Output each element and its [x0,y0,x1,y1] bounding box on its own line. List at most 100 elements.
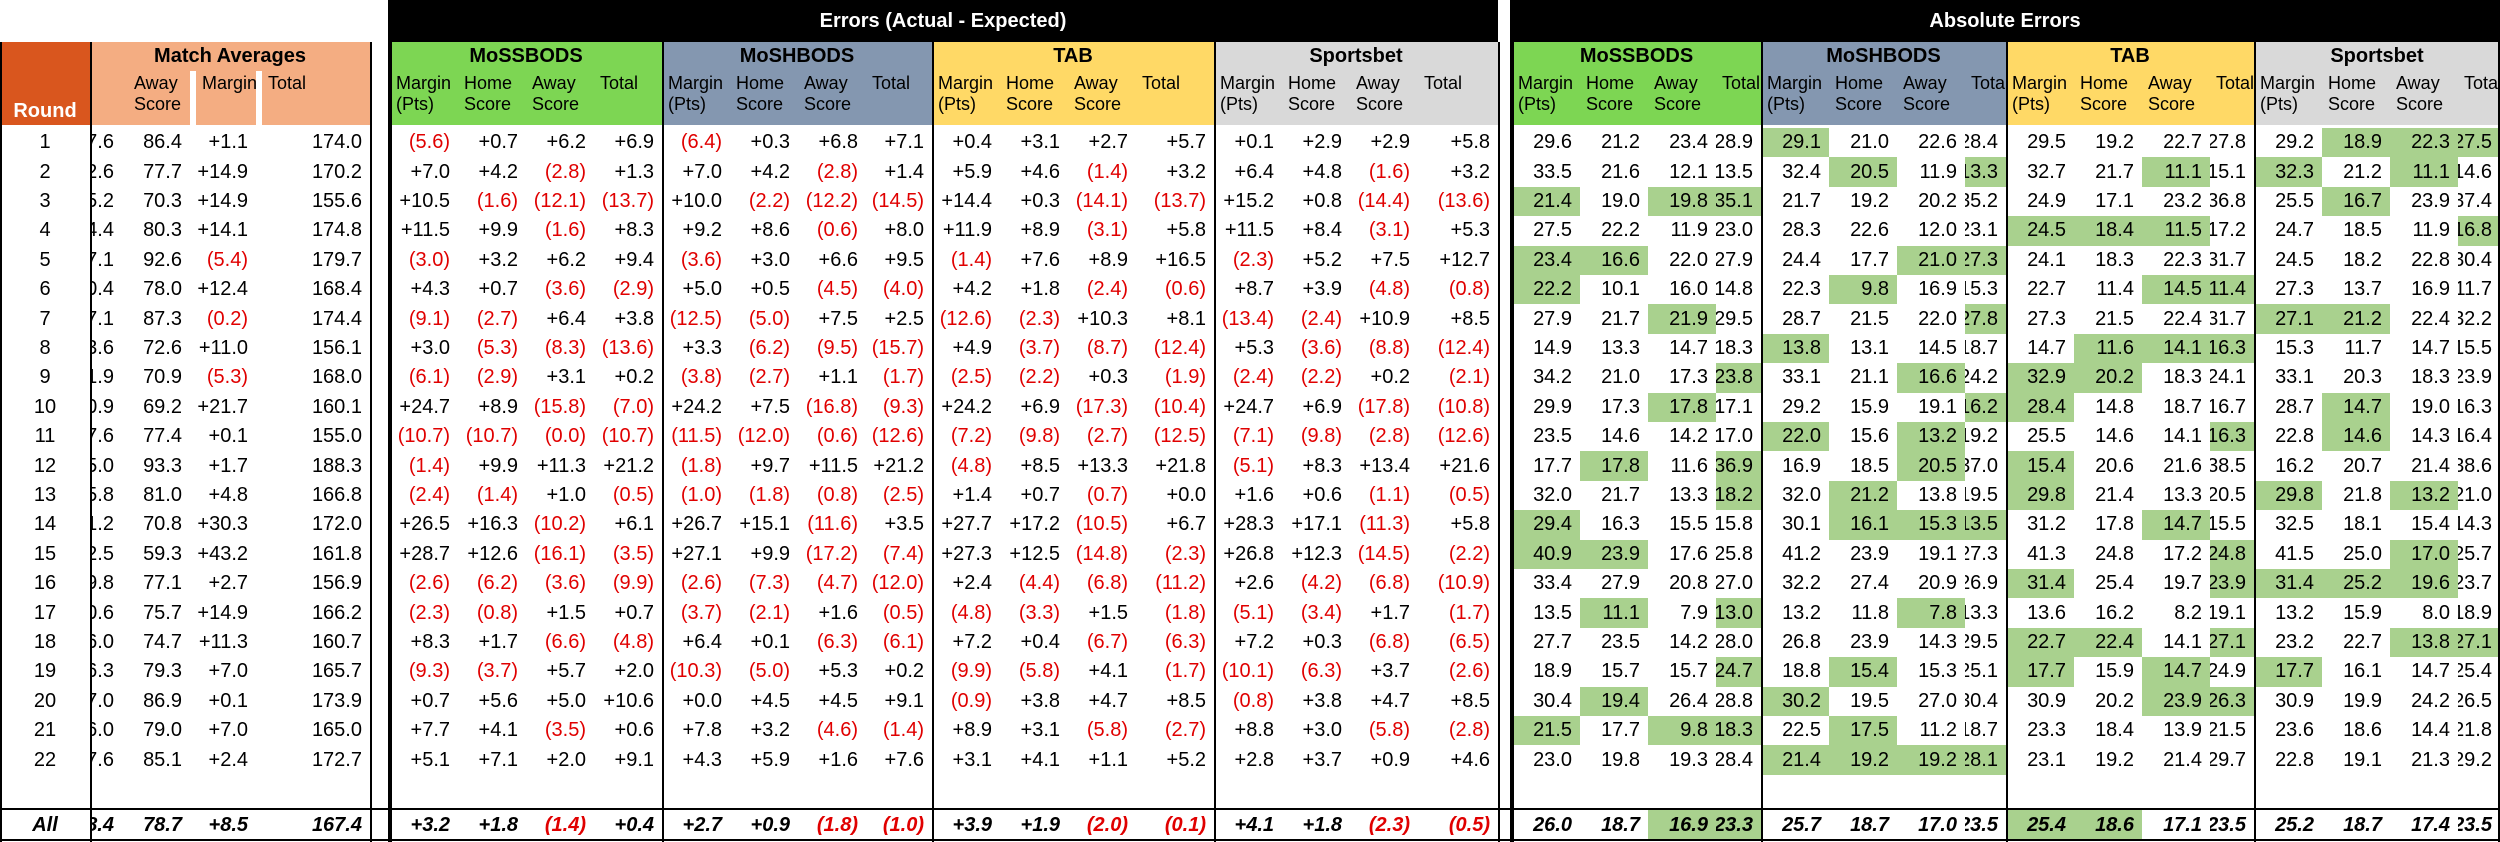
abs-error-value: 15.4 [1829,657,1897,687]
abs-error-value: 11.7 [2458,278,2492,301]
error-value: (2.5) [950,366,992,389]
abs-error-value: 19.1 [2343,748,2382,771]
error-value: +11.5 [1224,219,1274,242]
error-value: (13.6) [601,336,654,359]
error-value: +15.1 [739,513,790,536]
error-value: (10.2) [533,513,586,536]
abs-error-value: 18.3 [1716,336,1753,359]
error-value: +4.9 [952,336,992,359]
error-value: (2.4) [1086,278,1128,301]
abs-error-value: 19.7 [2163,572,2202,595]
abs-error-value: 23.9 [1580,539,1648,569]
error-value: +8.3 [614,219,654,242]
abs-error-value: 13.5 [1716,160,1753,183]
error-value: +8.6 [750,219,790,242]
abs-error-value: 29.2 [2275,131,2314,154]
error-value: +11.5 [808,454,858,477]
round-cell: 6 [39,278,51,301]
abs-error-value: 17.7 [1601,719,1640,742]
error-value: +0.2 [1370,366,1410,389]
error-value: +4.1 [478,719,518,742]
abs-error-value: 28.4 [1965,131,1998,154]
match-value: +21.7 [197,395,248,418]
match-value: 87.6 [90,748,114,771]
abs-error-value: 21.6 [2163,454,2202,477]
abs-error-value: 16.6 [1580,245,1648,275]
abs-error-value: 18.2 [1716,480,1761,511]
error-value: +0.3 [1088,366,1128,389]
error-value: (9.9) [950,660,992,683]
group-border [1512,42,1514,842]
error-value: +4.6 [1020,160,1060,183]
abs-error-value: 19.5 [1850,689,1889,712]
match-value: 160.7 [311,630,362,653]
error-value: +0.2 [614,366,654,389]
error-value: +7.1 [478,748,518,771]
abs-error-value: 13.3 [1601,336,1640,359]
error-value: +2.8 [1234,748,1274,771]
error-value: +11.5 [400,219,450,242]
error-value: +5.6 [478,689,518,712]
abs-error-value: 14.4 [2411,719,2450,742]
abs-error-value: 22.2 [1601,219,1640,242]
err-subheader-3-3: Total [1418,71,1498,125]
error-value: +1.1 [1088,748,1128,771]
abs-error-value: 21.0 [1601,366,1640,389]
abs-subheader-2-3: Total [2210,71,2254,125]
error-value: +3.1 [1020,131,1060,154]
error-value: (6.8) [1368,572,1410,595]
match-value: +0.1 [208,425,248,448]
error-value: (5.1) [1232,601,1274,624]
match-value: +30.3 [197,513,248,536]
error-value: (5.8) [1018,660,1060,683]
err-subheader-1-2: Away Score [798,71,866,125]
abs-error-value: 41.5 [2275,542,2314,565]
abs-error-value: 20.2 [2074,363,2142,393]
error-value: (12.4) [1153,336,1206,359]
abs-error-value: 24.4 [1782,248,1821,271]
err-group-tab: TAB [932,42,1214,71]
error-value: (0.5) [612,483,654,506]
abs-error-value: 23.6 [2275,719,2314,742]
error-value: (3.4) [1300,601,1342,624]
error-value: (3.5) [612,542,654,565]
abs-error-value: 18.7 [1601,813,1640,836]
error-value: +7.2 [1234,630,1274,653]
abs-error-value: 21.7 [2095,160,2134,183]
abs-error-value: 20.2 [1918,189,1957,212]
error-value: +21.6 [1439,454,1490,477]
round-cell: All [32,813,58,836]
error-value: (6.6) [544,630,586,653]
err-subheader-2-3: Total [1136,71,1214,125]
abs-error-value: 27.9 [1716,248,1753,271]
abs-error-value: 22.4 [2411,307,2450,330]
error-value: (2.9) [476,366,518,389]
abs-error-value: 24.8 [2210,539,2254,569]
error-value: +4.5 [750,689,790,712]
abs-error-value: 37.4 [2458,189,2492,212]
abs-error-value: 41.3 [2027,542,2066,565]
error-value: (14.5) [1357,542,1410,565]
error-value: (1.8) [680,454,722,477]
abs-subheader-2-2: Away Score [2142,71,2210,125]
abs-band-header: Absolute Errors [1510,0,2500,42]
abs-error-value: 18.6 [2074,810,2142,840]
error-value: (5.8) [1086,719,1128,742]
abs-subheader-0-3: Total [1716,71,1761,125]
match-value: +2.7 [208,572,248,595]
error-value: +0.6 [614,719,654,742]
abs-error-value: 24.9 [2027,189,2066,212]
error-value: +13.3 [1077,454,1128,477]
abs-error-value: 19.2 [2095,748,2134,771]
abs-subheader-3-0: Margin (Pts) [2254,71,2322,125]
abs-error-value: 30.4 [1965,689,1998,712]
abs-error-value: 29.2 [1782,395,1821,418]
abs-error-value: 16.0 [1669,278,1708,301]
err-subheader-1-1: Home Score [730,71,798,125]
abs-error-value: 11.9 [2412,219,2450,242]
abs-error-value: 23.2 [2163,189,2202,212]
abs-error-value: 25.1 [1965,660,1998,683]
err-subheader-2-1: Home Score [1000,71,1068,125]
abs-error-value: 18.8 [1782,660,1821,683]
error-value: +5.2 [1302,248,1342,271]
